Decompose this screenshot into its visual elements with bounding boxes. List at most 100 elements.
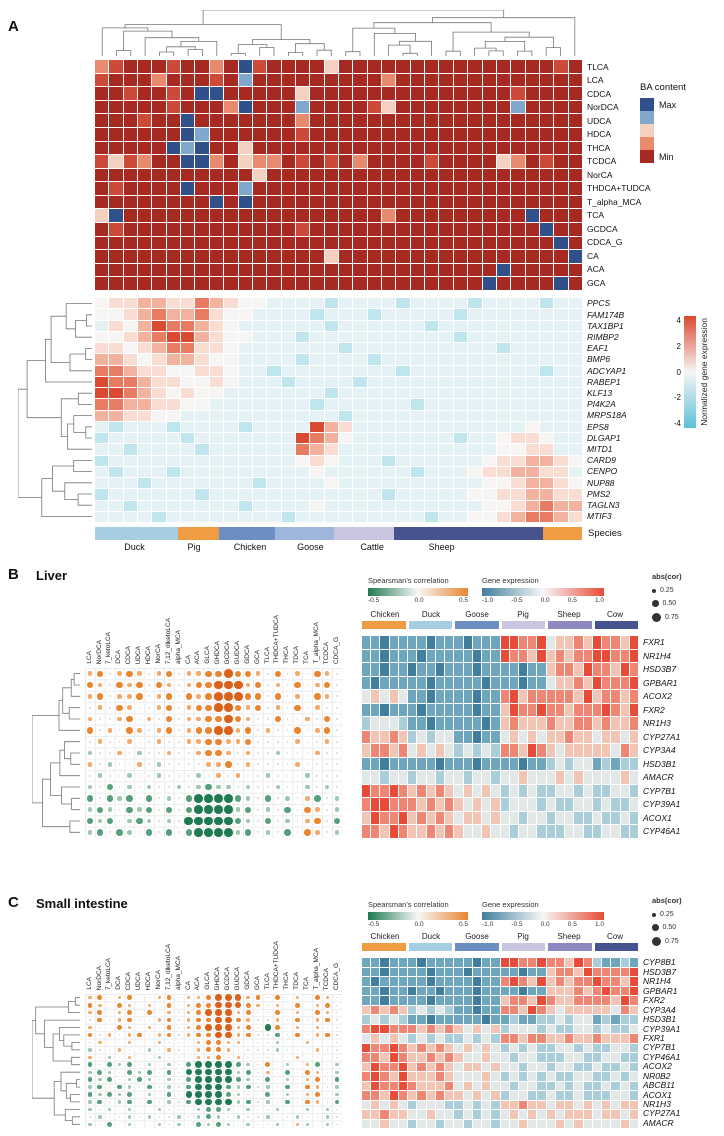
column-label: TLCA xyxy=(263,973,271,990)
heatmap-cell xyxy=(439,388,453,399)
correlation-bubble xyxy=(276,740,279,743)
heatmap-cell xyxy=(410,155,425,168)
abs-cor-value: 0.50 xyxy=(662,600,677,607)
correlation-bubble xyxy=(215,1009,222,1016)
species-color-strip xyxy=(501,621,545,629)
heatmap-cell xyxy=(281,421,295,432)
heatmap-cell xyxy=(380,1015,389,1024)
correlation-bubble xyxy=(277,1071,279,1073)
correlation-bubble xyxy=(127,1055,132,1059)
heatmap-cell xyxy=(592,717,602,730)
heatmap-cell xyxy=(195,466,209,477)
heatmap-cell xyxy=(382,223,396,236)
heatmap-cell xyxy=(453,277,468,290)
heatmap-cell xyxy=(611,757,620,771)
heatmap-cell xyxy=(398,636,408,649)
correlation-bubble xyxy=(275,784,280,790)
heatmap-cell xyxy=(367,182,382,195)
heatmap-cell xyxy=(537,1091,546,1100)
heatmap-cell xyxy=(181,444,195,455)
heatmap-cell xyxy=(295,455,310,466)
heatmap-cell xyxy=(238,114,252,127)
heatmap-cell xyxy=(396,263,410,277)
heatmap-cell xyxy=(367,478,382,489)
heatmap-cell xyxy=(453,500,468,511)
heatmap-cell xyxy=(181,365,195,376)
correlation-bubble xyxy=(117,671,122,676)
correlation-bubble xyxy=(188,1049,190,1051)
heatmap-cell xyxy=(195,399,209,410)
heatmap-cell xyxy=(546,967,555,976)
correlation-bubble xyxy=(306,1034,309,1036)
correlation-bubble xyxy=(295,1017,300,1023)
row-label: NR1H4 xyxy=(643,650,671,661)
heatmap-cell xyxy=(555,703,565,717)
heatmap-cell xyxy=(123,277,138,290)
heatmap-cell xyxy=(209,354,224,365)
heatmap-cell xyxy=(463,744,472,757)
heatmap-cell xyxy=(629,703,638,717)
correlation-bubble xyxy=(245,1099,251,1105)
heatmap-cell xyxy=(410,141,425,155)
column-label: GLCA xyxy=(204,972,212,990)
heatmap-cell xyxy=(362,1119,371,1128)
heatmap-cell xyxy=(629,996,638,1005)
column-label: THDCA+TUDCA xyxy=(273,941,281,990)
heatmap-cell xyxy=(224,331,238,342)
correlation-bubble xyxy=(117,694,122,699)
heatmap-cell xyxy=(410,478,425,489)
heatmap-cell xyxy=(454,676,463,690)
correlation-bubble xyxy=(265,807,271,812)
correlation-bubble xyxy=(276,1107,280,1112)
correlation-bubble xyxy=(87,694,93,699)
heatmap-cell xyxy=(408,703,417,717)
correlation-bubble xyxy=(246,1122,250,1126)
heatmap-cell xyxy=(367,100,382,114)
correlation-bubble xyxy=(138,1116,141,1118)
heatmap-cell xyxy=(209,500,224,511)
heatmap-cell xyxy=(389,784,398,798)
heatmap-cell xyxy=(123,168,138,182)
heatmap-cell xyxy=(463,977,472,986)
row-label: FXR2 xyxy=(643,704,665,715)
heatmap-cell xyxy=(611,663,620,676)
correlation-bubble xyxy=(264,817,272,825)
correlation-bubble xyxy=(326,1049,328,1051)
correlation-bubble xyxy=(316,786,319,788)
heatmap-cell xyxy=(380,717,389,730)
heatmap-cell xyxy=(620,744,629,757)
heatmap-cell xyxy=(410,331,425,342)
correlation-bubble xyxy=(235,817,242,825)
correlation-bubble xyxy=(275,1032,281,1038)
correlation-bubble xyxy=(166,1025,172,1030)
heatmap-cell xyxy=(166,195,181,209)
heatmap-cell xyxy=(445,1081,454,1090)
heatmap-cell xyxy=(500,958,509,967)
heatmap-cell xyxy=(491,1005,500,1014)
heatmap-cell xyxy=(339,320,353,331)
heatmap-cell xyxy=(554,331,568,342)
correlation-bubble xyxy=(315,830,320,835)
heatmap-cell xyxy=(445,649,454,663)
heatmap-cell xyxy=(362,1034,371,1043)
correlation-bubble xyxy=(267,706,269,709)
heatmap-cell xyxy=(500,1005,509,1014)
heatmap-cell xyxy=(482,343,496,354)
heatmap-cell xyxy=(463,636,472,649)
heatmap-cell xyxy=(482,127,496,141)
heatmap-cell xyxy=(417,1024,426,1033)
heatmap-cell xyxy=(267,399,281,410)
row-label: GCDCA xyxy=(587,223,618,234)
heatmap-cell xyxy=(389,1100,398,1109)
heatmap-cell xyxy=(425,87,439,100)
correlation-bubble xyxy=(196,1032,202,1038)
heatmap-cell xyxy=(252,489,267,500)
heatmap-cell xyxy=(472,825,482,838)
heatmap-cell xyxy=(324,421,338,432)
correlation-bubble xyxy=(216,784,221,790)
heatmap-cell xyxy=(138,127,152,141)
heatmap-cell xyxy=(546,1100,555,1109)
correlation-bubble xyxy=(247,1049,249,1051)
heatmap-cell xyxy=(491,744,500,757)
heatmap-cell xyxy=(389,757,398,771)
